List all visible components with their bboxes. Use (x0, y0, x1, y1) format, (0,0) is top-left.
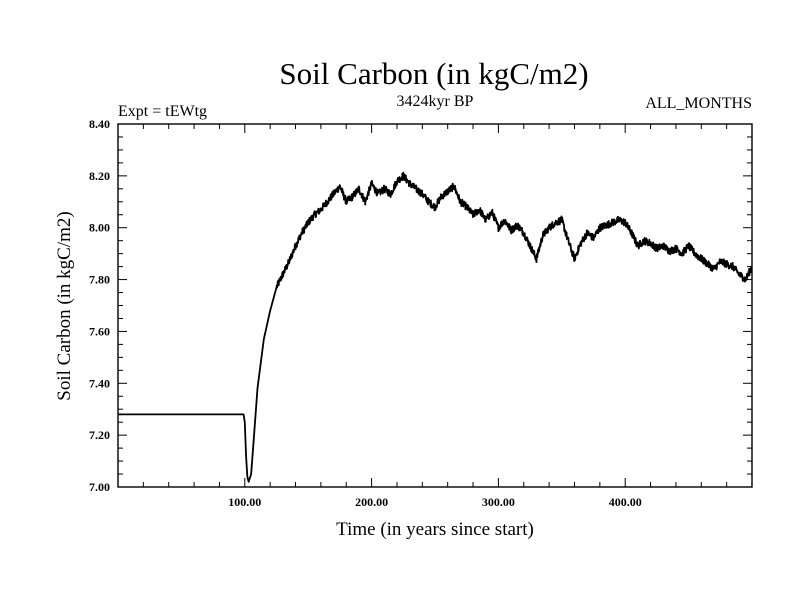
y-tick-label: 7.20 (89, 428, 110, 442)
x-axis-label: Time (in years since start) (336, 519, 534, 540)
y-tick-label: 8.00 (89, 221, 110, 235)
plot-frame (117, 123, 753, 488)
soil-carbon-series-line (117, 171, 753, 483)
y-tick-label: 7.40 (89, 376, 110, 390)
y-tick-label: 7.60 (89, 324, 110, 338)
y-tick-label: 8.40 (89, 117, 110, 131)
chart-title: Soil Carbon (in kgC/m2) (279, 56, 588, 91)
x-axis-ticks: 100.00 200.00 300.00 400.00 (142, 124, 728, 509)
x-tick-label: 400.00 (609, 495, 642, 509)
x-tick-label: 300.00 (482, 495, 515, 509)
y-tick-label: 8.20 (89, 169, 110, 183)
y-axis-ticks: 7.00 7.20 7.40 7.60 7.80 8.00 8.20 8.40 (89, 117, 752, 494)
x-tick-label: 200.00 (355, 495, 388, 509)
period-label: 3424kyr BP (397, 93, 474, 110)
y-tick-label: 7.80 (89, 273, 110, 287)
months-label: ALL_MONTHS (645, 95, 752, 112)
x-tick-label: 100.00 (228, 495, 261, 509)
y-axis-label: Soil Carbon (in kgC/m2) (54, 211, 75, 400)
y-tick-label: 7.00 (89, 480, 110, 494)
experiment-label: Expt = tEWtg (118, 103, 207, 120)
